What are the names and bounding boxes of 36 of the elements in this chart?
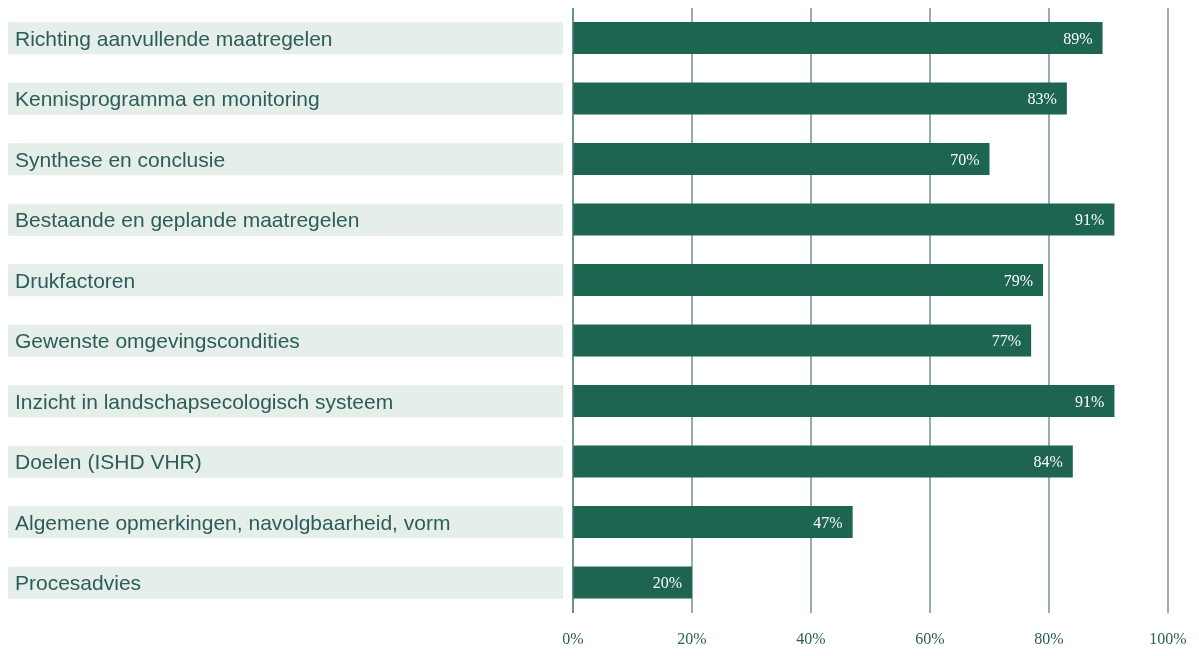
y-tick-label: Doelen (ISHD VHR) — [15, 450, 202, 474]
bar — [573, 143, 990, 175]
bar — [573, 264, 1044, 296]
data-label: 89% — [1063, 29, 1093, 47]
x-tick-label: 40% — [796, 630, 826, 648]
y-tick-label: Bestaande en geplande maatregelen — [15, 208, 360, 232]
data-label: 84% — [1033, 453, 1063, 471]
x-tick-label: 20% — [677, 630, 707, 648]
y-tick-label: Algemene opmerkingen, navolgbaarheid, vorm — [15, 510, 451, 534]
y-tick-label: Drukfactoren — [15, 268, 136, 292]
y-tick-label: Gewenste omgevingscondities — [15, 329, 300, 353]
bar — [573, 445, 1073, 478]
bar — [573, 82, 1067, 115]
data-label: 70% — [950, 150, 980, 168]
y-tick-label: Richting aanvullende maatregelen — [15, 26, 333, 50]
x-tick-label: 100% — [1149, 630, 1187, 648]
y-tick-label: Synthese en conclusie — [15, 147, 226, 171]
data-label: 83% — [1027, 90, 1057, 108]
bar — [573, 324, 1032, 357]
data-label: 91% — [1075, 211, 1105, 229]
x-tick-label: 0% — [562, 630, 584, 648]
y-tick-label: Procesadvies — [15, 571, 142, 595]
bar — [573, 22, 1103, 54]
data-label: 91% — [1075, 392, 1105, 410]
bar — [573, 506, 853, 538]
bar — [573, 385, 1115, 417]
bar — [573, 566, 692, 599]
y-tick-label: Kennisprogramma en monitoring — [15, 87, 320, 111]
x-tick-label: 80% — [1034, 630, 1064, 648]
data-label: 47% — [813, 513, 843, 531]
data-label: 79% — [1003, 271, 1034, 289]
x-tick-label: 60% — [915, 630, 945, 648]
y-tick-label: Inzicht in landschapsecologisch systeem — [15, 389, 394, 413]
data-label: 20% — [652, 574, 682, 592]
bar — [573, 203, 1115, 236]
data-label: 77% — [991, 332, 1022, 350]
